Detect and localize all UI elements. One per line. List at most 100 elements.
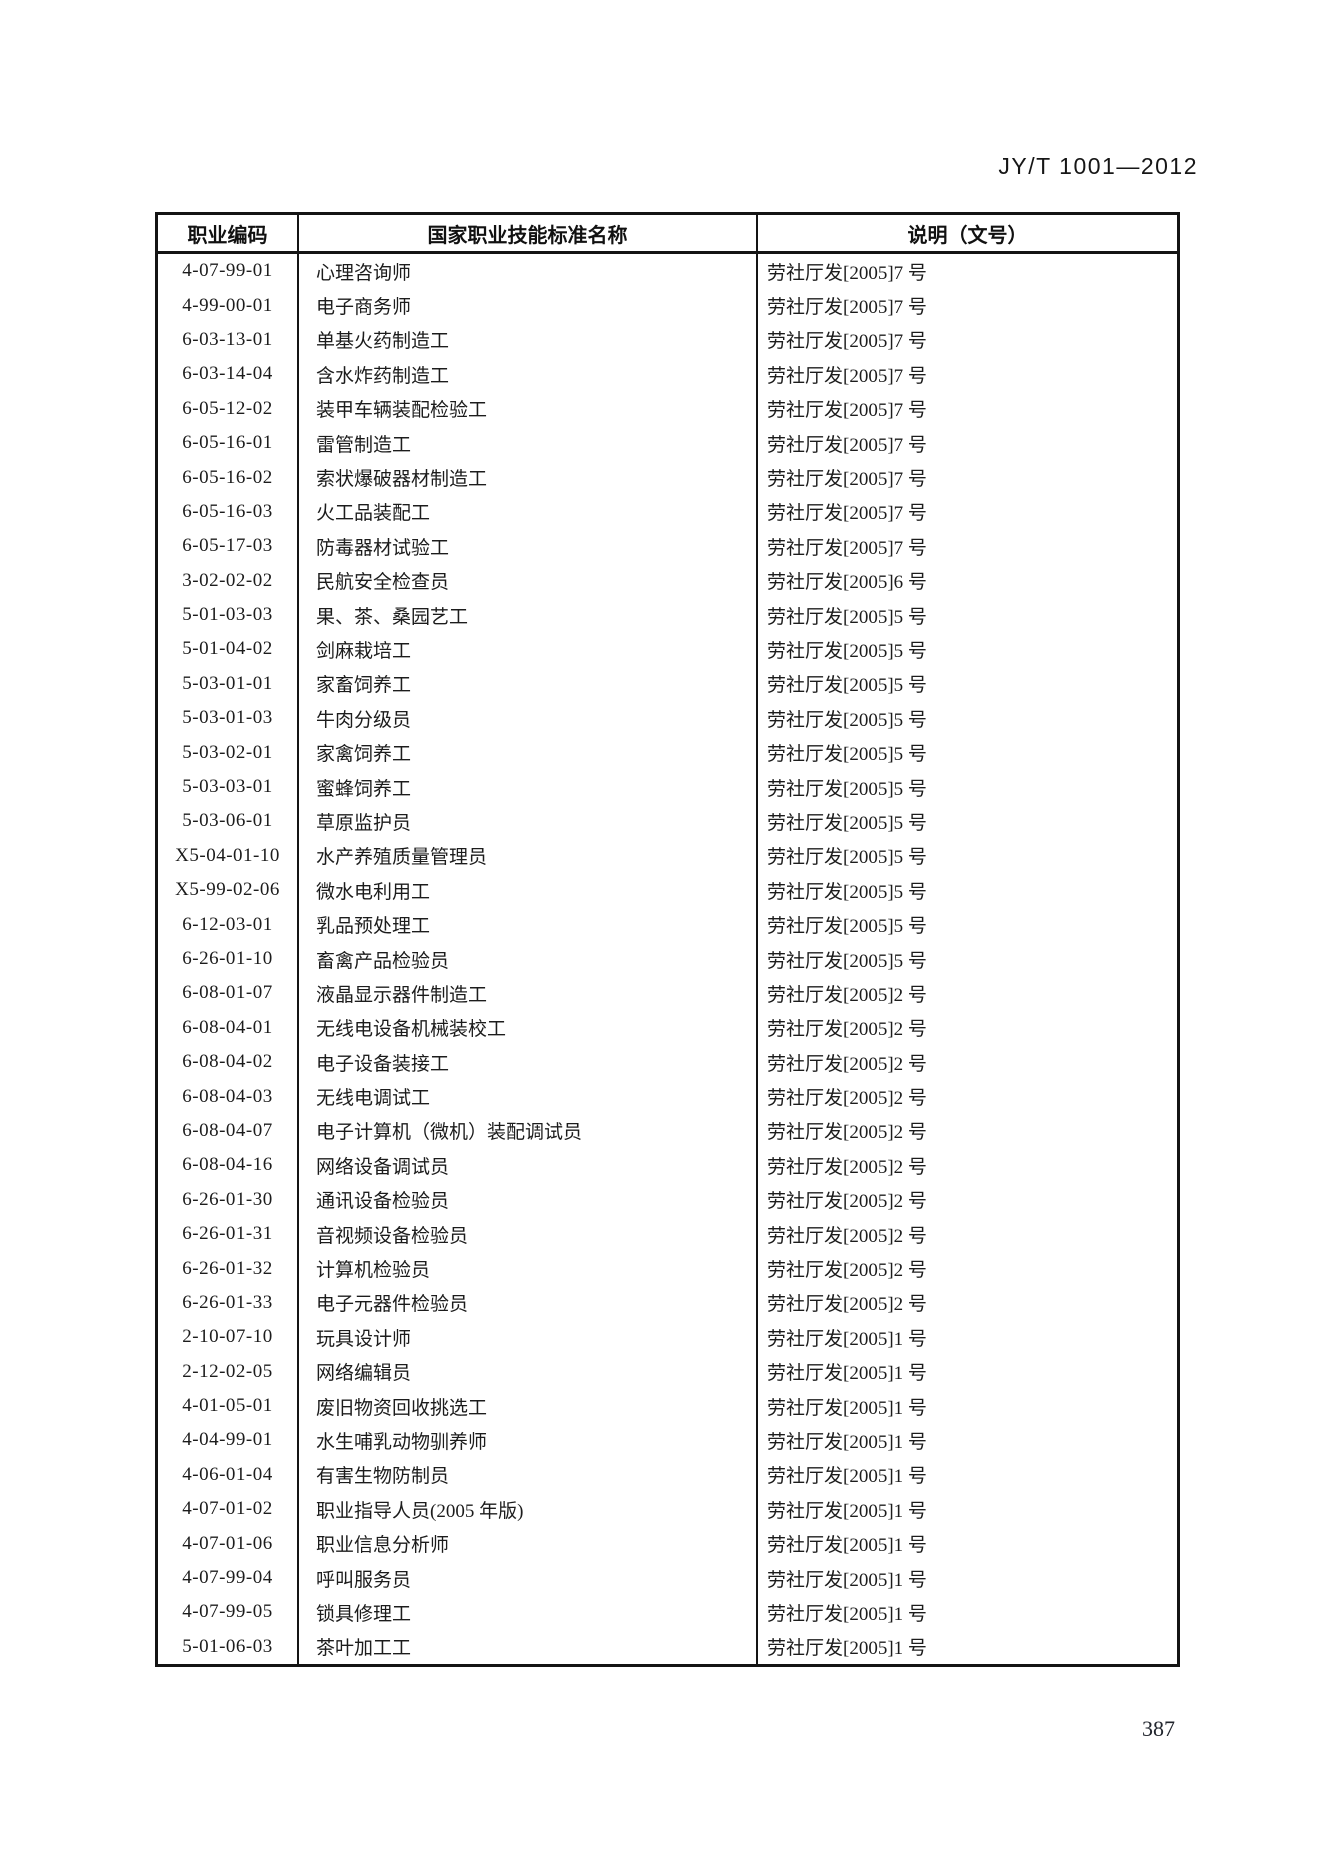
standard-name-cell: 单基火药制造工 — [297, 322, 758, 358]
standard-name-cell: 电子设备装接工 — [297, 1044, 758, 1080]
note-doc-number-cell: 劳社厅发[2005]7 号 — [767, 537, 927, 559]
note-doc-number-cell: 劳社厅发[2005]5 号 — [767, 675, 927, 697]
note-doc-number-cell: 劳社厅发[2005]2 号 — [767, 1260, 927, 1282]
note-doc-number-cell: 劳社厅发[2005]1 号 — [767, 1603, 927, 1625]
standard-name-cell: 防毒器材试验工 — [297, 529, 758, 564]
note-doc-number-cell: 劳社厅发[2005]1 号 — [767, 1638, 927, 1660]
note-doc-number-cell: 劳社厅发[2005]5 号 — [767, 709, 927, 731]
table-row: 5-01-03-03 果、茶、桑园艺工 劳社厅发[2005]5 号 — [158, 597, 1177, 633]
note-doc-number-cell: 劳社厅发[2005]5 号 — [767, 881, 927, 903]
table-row: 6-03-14-04 含水炸药制造工 劳社厅发[2005]7 号 — [158, 357, 1177, 392]
note-doc-number-cell: 劳社厅发[2005]5 号 — [767, 778, 927, 800]
table-row: 4-07-99-05 锁具修理工 劳社厅发[2005]1 号 — [158, 1595, 1177, 1630]
occupation-code-cell: 6-26-01-32 — [182, 1257, 273, 1279]
occupation-code-cell: 5-03-01-01 — [182, 672, 273, 694]
table-row: 6-05-16-03 火工品装配工 劳社厅发[2005]7 号 — [158, 494, 1177, 530]
note-doc-number-cell: 劳社厅发[2005]5 号 — [767, 916, 927, 938]
note-doc-number-cell: 劳社厅发[2005]5 号 — [767, 744, 927, 766]
note-doc-number-cell: 劳社厅发[2005]2 号 — [767, 1053, 927, 1075]
table-row: 6-08-04-16 网络设备调试员 劳社厅发[2005]2 号 — [158, 1148, 1177, 1183]
note-doc-number-cell: 劳社厅发[2005]1 号 — [767, 1500, 927, 1522]
occupation-code-cell: 5-03-02-01 — [182, 741, 273, 763]
table-row: 6-08-04-03 无线电调试工 劳社厅发[2005]2 号 — [158, 1079, 1177, 1114]
note-doc-number-cell: 劳社厅发[2005]2 号 — [767, 1294, 927, 1316]
standard-name-cell: 电子商务师 — [297, 288, 758, 323]
occupation-code-cell: 6-03-14-04 — [182, 363, 273, 385]
standard-name-cell: 通讯设备检验员 — [297, 1182, 758, 1217]
occupation-code-cell: 4-07-99-05 — [182, 1601, 273, 1623]
note-doc-number-cell: 劳社厅发[2005]5 号 — [767, 847, 927, 869]
standard-name-cell: 网络编辑员 — [297, 1354, 758, 1389]
occupation-code-cell: 2-10-07-10 — [182, 1326, 273, 1348]
table-row: 6-08-04-07 电子计算机（微机）装配调试员 劳社厅发[2005]2 号 — [158, 1113, 1177, 1149]
occupation-code-cell: 4-07-01-02 — [182, 1498, 273, 1520]
table-row: 3-02-02-02 民航安全检查员 劳社厅发[2005]6 号 — [158, 563, 1177, 598]
occupation-code-cell: 6-05-16-01 — [182, 432, 273, 454]
standard-name-cell: 职业信息分析师 — [297, 1526, 758, 1561]
standard-name-cell: 液晶显示器件制造工 — [297, 976, 758, 1011]
occupation-code-cell: 6-08-04-16 — [182, 1154, 273, 1176]
note-doc-number-cell: 劳社厅发[2005]2 号 — [767, 1088, 927, 1110]
table-row: 4-07-01-06 职业信息分析师 劳社厅发[2005]1 号 — [158, 1526, 1177, 1561]
standard-name-cell: 计算机检验员 — [297, 1251, 758, 1286]
standard-name-cell: 乳品预处理工 — [297, 907, 758, 942]
occupation-code-cell: X5-04-01-10 — [175, 844, 280, 866]
occupation-code-cell: 4-04-99-01 — [182, 1429, 273, 1451]
table-row: 6-26-01-30 通讯设备检验员 劳社厅发[2005]2 号 — [158, 1182, 1177, 1217]
occupation-code-cell: 5-03-01-03 — [182, 707, 273, 729]
table-row: 5-03-06-01 草原监护员 劳社厅发[2005]5 号 — [158, 804, 1177, 839]
note-doc-number-cell: 劳社厅发[2005]7 号 — [767, 400, 927, 422]
table-row: 6-03-13-01 单基火药制造工 劳社厅发[2005]7 号 — [158, 322, 1177, 358]
occupation-code-cell: 6-26-01-10 — [182, 948, 273, 969]
table-row: 4-07-99-04 呼叫服务员 劳社厅发[2005]1 号 — [158, 1560, 1177, 1596]
note-doc-number-cell: 劳社厅发[2005]7 号 — [767, 331, 927, 353]
standard-name-cell: 锁具修理工 — [297, 1595, 758, 1630]
standard-name-cell: 水生哺乳动物驯养师 — [297, 1423, 758, 1458]
standard-name-cell: 果、茶、桑园艺工 — [297, 597, 758, 633]
occupation-code-cell: 5-01-06-03 — [182, 1635, 273, 1657]
column-header-standard-name: 国家职业技能标准名称 — [297, 215, 758, 251]
standard-name-cell: 装甲车辆装配检验工 — [297, 391, 758, 426]
standard-name-cell: 茶叶加工工 — [297, 1629, 758, 1665]
standard-name-cell: 有害生物防制员 — [297, 1457, 758, 1493]
table-row: 6-05-16-01 雷管制造工 劳社厅发[2005]7 号 — [158, 425, 1177, 461]
note-doc-number-cell: 劳社厅发[2005]5 号 — [767, 812, 927, 834]
occupation-code-cell: 5-01-03-03 — [182, 604, 273, 626]
note-doc-number-cell: 劳社厅发[2005]7 号 — [767, 469, 927, 491]
standard-name-cell: 剑麻栽培工 — [297, 632, 758, 667]
standard-name-cell: 无线电设备机械装校工 — [297, 1010, 758, 1045]
standard-name-cell: 火工品装配工 — [297, 494, 758, 530]
table-header-row: 职业编码 国家职业技能标准名称 说明（文号） — [158, 215, 1177, 254]
standard-name-cell: 无线电调试工 — [297, 1079, 758, 1114]
note-doc-number-cell: 劳社厅发[2005]7 号 — [767, 434, 927, 456]
standard-name-cell: 电子元器件检验员 — [297, 1285, 758, 1321]
standard-name-cell: 蜜蜂饲养工 — [297, 769, 758, 805]
occupation-code-cell: 6-05-16-02 — [182, 466, 273, 488]
table-row: 4-99-00-01 电子商务师 劳社厅发[2005]7 号 — [158, 288, 1177, 323]
table-row: 6-05-16-02 索状爆破器材制造工 劳社厅发[2005]7 号 — [158, 460, 1177, 495]
table-row: 5-03-03-01 蜜蜂饲养工 劳社厅发[2005]5 号 — [158, 769, 1177, 805]
occupation-code-cell: 6-08-04-07 — [182, 1119, 273, 1141]
standard-name-cell: 音视频设备检验员 — [297, 1216, 758, 1252]
standard-name-cell: 水产养殖质量管理员 — [297, 838, 758, 874]
note-doc-number-cell: 劳社厅发[2005]5 号 — [767, 950, 927, 972]
table-row: 5-01-06-03 茶叶加工工 劳社厅发[2005]1 号 — [158, 1629, 1177, 1665]
occupation-code-cell: 6-03-13-01 — [182, 328, 273, 350]
page-number: 387 — [1142, 1716, 1175, 1741]
table-row: 4-04-99-01 水生哺乳动物驯养师 劳社厅发[2005]1 号 — [158, 1423, 1177, 1458]
occupation-code-cell: 6-12-03-01 — [182, 913, 273, 935]
standard-name-cell: 呼叫服务员 — [297, 1560, 758, 1596]
occupation-code-cell: X5-99-02-06 — [175, 879, 280, 901]
note-doc-number-cell: 劳社厅发[2005]2 号 — [767, 1122, 927, 1144]
occupation-code-cell: 5-03-06-01 — [182, 810, 273, 832]
standard-name-cell: 草原监护员 — [297, 804, 758, 839]
table-row: 6-26-01-33 电子元器件检验员 劳社厅发[2005]2 号 — [158, 1285, 1177, 1321]
occupation-code-cell: 6-26-01-30 — [182, 1188, 273, 1210]
standard-name-cell: 电子计算机（微机）装配调试员 — [297, 1113, 758, 1149]
note-doc-number-cell: 劳社厅发[2005]2 号 — [767, 1156, 927, 1178]
table-row: 6-05-17-03 防毒器材试验工 劳社厅发[2005]7 号 — [158, 529, 1177, 564]
occupation-code-cell: 4-99-00-01 — [182, 294, 273, 316]
note-doc-number-cell: 劳社厅发[2005]1 号 — [767, 1363, 927, 1385]
occupation-code-cell: 4-01-05-01 — [182, 1395, 273, 1417]
table-row: 6-12-03-01 乳品预处理工 劳社厅发[2005]5 号 — [158, 907, 1177, 942]
